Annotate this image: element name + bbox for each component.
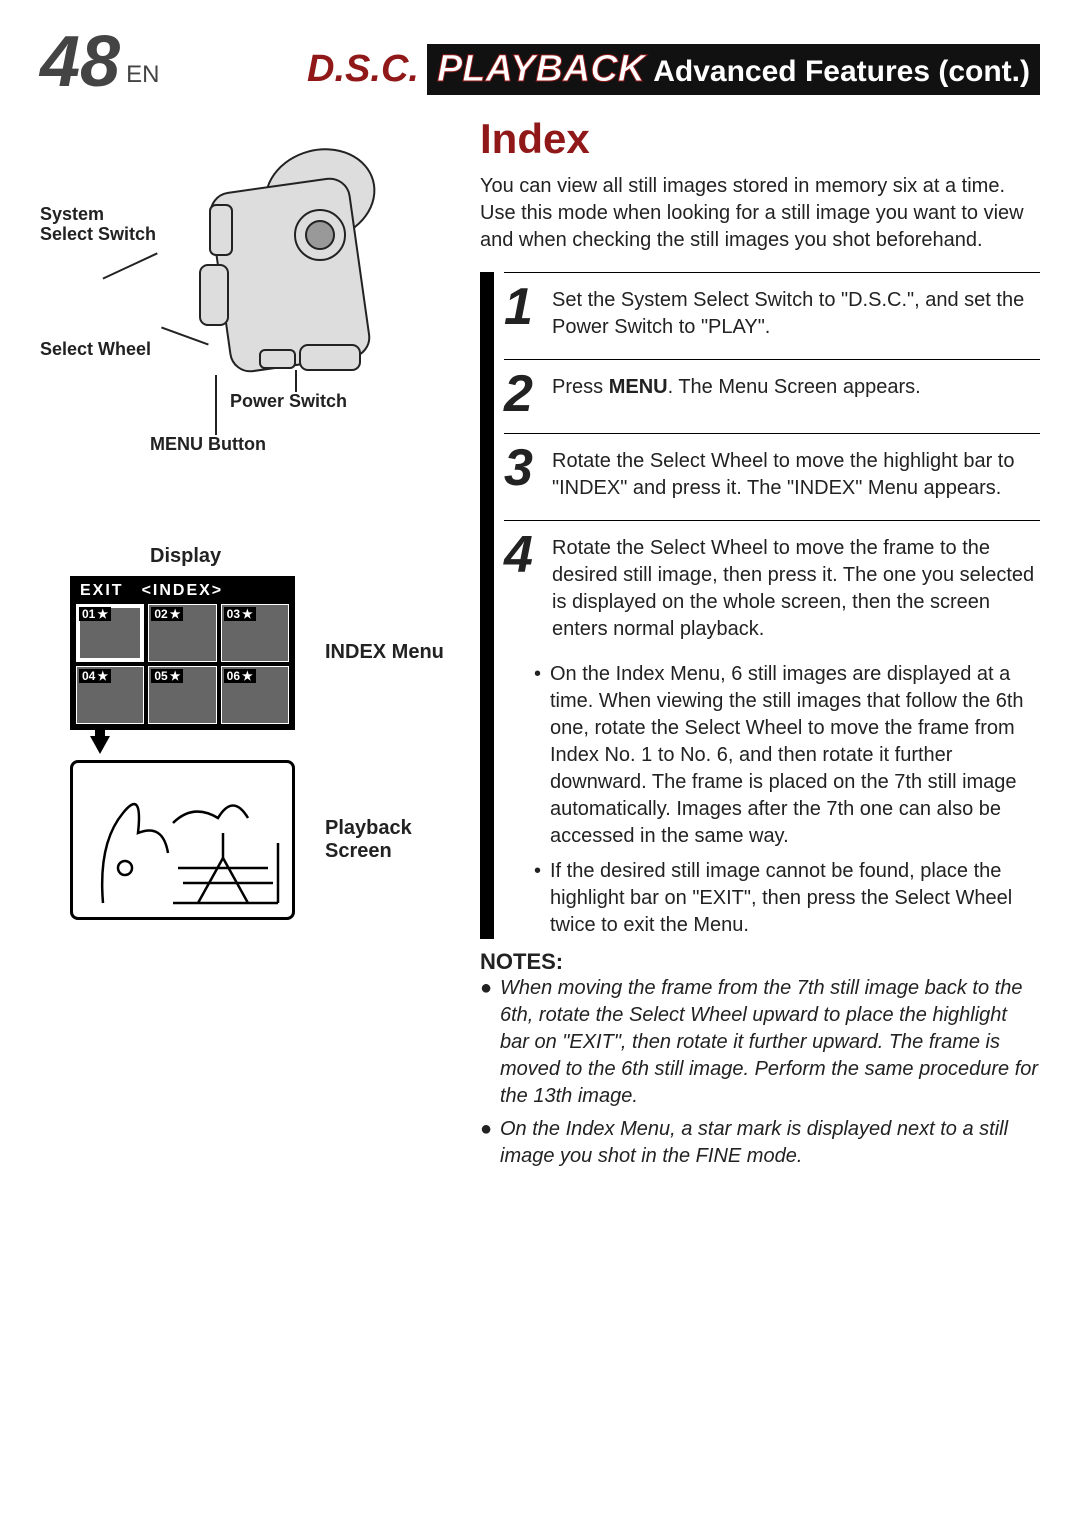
- bullet-1: On the Index Menu, 6 still images are di…: [550, 661, 1040, 850]
- note-1: When moving the frame from the 7th still…: [500, 975, 1040, 1110]
- step-1: 1 Set the System Select Switch to "D.S.C…: [504, 287, 1040, 341]
- playback-word: PLAYBACK: [437, 48, 645, 91]
- label-menu-button: MENU Button: [150, 435, 266, 455]
- step-3: 3 Rotate the Select Wheel to move the hi…: [504, 448, 1040, 502]
- playback-side-label: Playback Screen: [325, 817, 460, 863]
- step-num-3: 3: [504, 448, 540, 502]
- notes-list: When moving the frame from the 7th still…: [480, 975, 1040, 1170]
- playback-screen-display: [70, 760, 295, 920]
- step-num-1: 1: [504, 287, 540, 341]
- index-heading: Index: [480, 115, 1040, 163]
- step-4-bullets: On the Index Menu, 6 still images are di…: [504, 661, 1040, 939]
- display-title: Display: [150, 545, 460, 568]
- camera-icon: [140, 115, 440, 415]
- step-body-2: Press MENU. The Menu Screen appears.: [552, 374, 921, 416]
- index-header-label: <INDEX>: [142, 582, 224, 600]
- step-body-3: Rotate the Select Wheel to move the high…: [552, 448, 1040, 502]
- index-intro: You can view all still images stored in …: [480, 173, 1040, 254]
- index-menu-side-label: INDEX Menu: [325, 641, 444, 664]
- step-body-4: Rotate the Select Wheel to move the fram…: [552, 535, 1040, 643]
- page-header: 48 EN D.S.C. PLAYBACK Advanced Features …: [40, 30, 1040, 95]
- camera-illustration-area: System Select Switch Select Wheel Power …: [40, 115, 460, 475]
- title-box: PLAYBACK Advanced Features (cont.): [427, 44, 1040, 95]
- step-num-4: 4: [504, 535, 540, 643]
- subtitle: Advanced Features (cont.): [653, 55, 1030, 89]
- vertical-bar: [480, 272, 494, 940]
- notes-heading: NOTES:: [480, 949, 1040, 975]
- label-power-switch: Power Switch: [230, 392, 347, 412]
- thumbnail-grid: 01 ★ 02 ★ 03 ★ 04 ★ 05 ★ 06 ★: [76, 604, 289, 724]
- step-body-1: Set the System Select Switch to "D.S.C."…: [552, 287, 1040, 341]
- brand-prefix: D.S.C.: [307, 48, 419, 91]
- page-lang: EN: [126, 61, 159, 89]
- index-menu-display: EXIT <INDEX> 01 ★ 02 ★ 03 ★ 04 ★ 05 ★ 06…: [70, 576, 295, 730]
- label-select-wheel: Select Wheel: [40, 340, 151, 360]
- bullet-2: If the desired still image cannot be fou…: [550, 858, 1040, 939]
- step-2: 2 Press MENU. The Menu Screen appears.: [504, 374, 1040, 416]
- page-number: 48: [40, 30, 120, 95]
- step-4: 4 Rotate the Select Wheel to move the fr…: [504, 535, 1040, 643]
- note-2: On the Index Menu, a star mark is displa…: [500, 1116, 1040, 1170]
- step-num-2: 2: [504, 374, 540, 416]
- exit-label: EXIT: [80, 582, 124, 600]
- steps-container: 1 Set the System Select Switch to "D.S.C…: [480, 272, 1040, 940]
- down-arrow-icon: [90, 736, 110, 754]
- label-system-select: System Select Switch: [40, 205, 156, 245]
